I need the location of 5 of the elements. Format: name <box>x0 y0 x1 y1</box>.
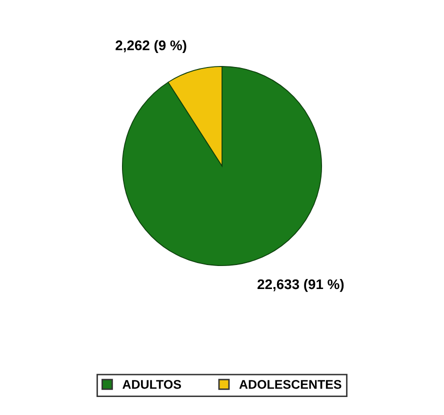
legend-label: ADULTOS <box>122 380 182 389</box>
data-label: 22,633 (91 %) <box>258 278 344 292</box>
legend-label: ADOLESCENTES <box>239 380 342 389</box>
pie-slice <box>122 66 322 266</box>
data-label: 2,262 (9 %) <box>116 40 186 54</box>
